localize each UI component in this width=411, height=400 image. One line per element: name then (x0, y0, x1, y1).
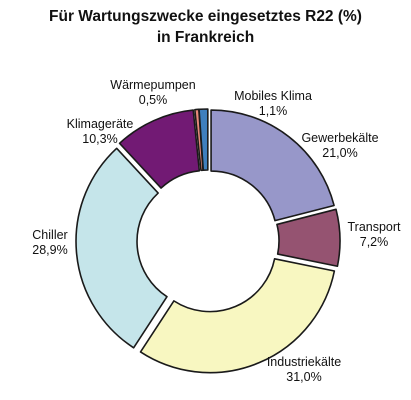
slice-value: 28,9% (32, 243, 67, 257)
slice-name: Chiller (32, 228, 67, 242)
chart-title-line-2: in Frankreich (156, 29, 255, 46)
slice-name: Gewerbekälte (301, 131, 378, 145)
slice-name: Klimageräte (67, 117, 134, 131)
slice-label-wärmepumpen: Wärmepumpen 0,5% (110, 78, 195, 107)
slice-transport (276, 208, 341, 268)
slice-name: Mobiles Klima (234, 89, 312, 103)
slice-label-industriekälte: Industriekälte 31,0% (267, 355, 341, 384)
slice-name: Wärmepumpen (110, 78, 195, 92)
slice-label-mobiles-klima: Mobiles Klima 1,1% (234, 89, 312, 118)
chart-title-line-1: Für Wartungszwecke eingesetztes R22 (%) (49, 8, 362, 25)
slice-value: 21,0% (322, 146, 357, 160)
slice-value: 31,0% (286, 370, 321, 384)
slice-label-klimageräte: Klimageräte 10,3% (67, 117, 134, 146)
slice-industriekälte (139, 257, 336, 374)
slice-value: 1,1% (259, 104, 288, 118)
slice-chiller (75, 147, 168, 349)
slice-value: 10,3% (82, 132, 117, 146)
slice-value: 0,5% (139, 93, 168, 107)
slice-value: 7,2% (360, 235, 389, 249)
slice-label-transport: Transport 7,2% (347, 220, 401, 249)
slice-mobiles-klima (198, 108, 209, 171)
chart-title: Für Wartungszwecke eingesetztes R22 (%) … (0, 6, 411, 48)
slice-name: Transport (347, 220, 401, 234)
slice-label-chiller: Chiller 28,9% (32, 228, 67, 257)
slice-gewerbekälte (210, 109, 335, 222)
slice-label-gewerbekälte: Gewerbekälte 21,0% (301, 131, 378, 160)
slice-klimageräte (118, 109, 201, 189)
slice-name: Industriekälte (267, 355, 341, 369)
